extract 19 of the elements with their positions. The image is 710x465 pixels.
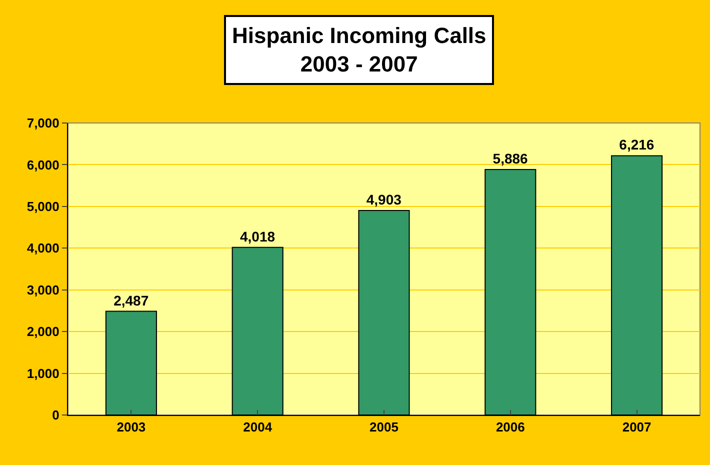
y-tick-label: 6,000 [26, 157, 60, 172]
y-tick-label: 0 [52, 408, 60, 423]
data-label: 4,018 [240, 228, 276, 244]
x-tick-label: 2004 [243, 420, 273, 435]
x-tick-label: 2005 [370, 420, 398, 435]
data-label: 4,903 [366, 191, 402, 208]
x-tick-label: 2006 [496, 420, 525, 435]
y-tick-label: 7,000 [26, 116, 60, 131]
chart-title: Hispanic Incoming Calls 2003 - 2007 [232, 23, 486, 77]
y-tick-label: 3,000 [26, 282, 60, 298]
y-tick-label: 4,000 [26, 240, 60, 256]
x-tick-label: 2003 [116, 420, 146, 435]
data-label: 5,886 [492, 150, 528, 166]
data-label: 6,216 [619, 136, 654, 153]
y-tick-label: 1,000 [26, 366, 60, 381]
x-tick-label: 2007 [622, 420, 652, 435]
y-tick-label: 2,000 [26, 324, 60, 340]
data-label: 2,487 [114, 292, 149, 308]
y-tick-label: 5,000 [26, 198, 60, 214]
